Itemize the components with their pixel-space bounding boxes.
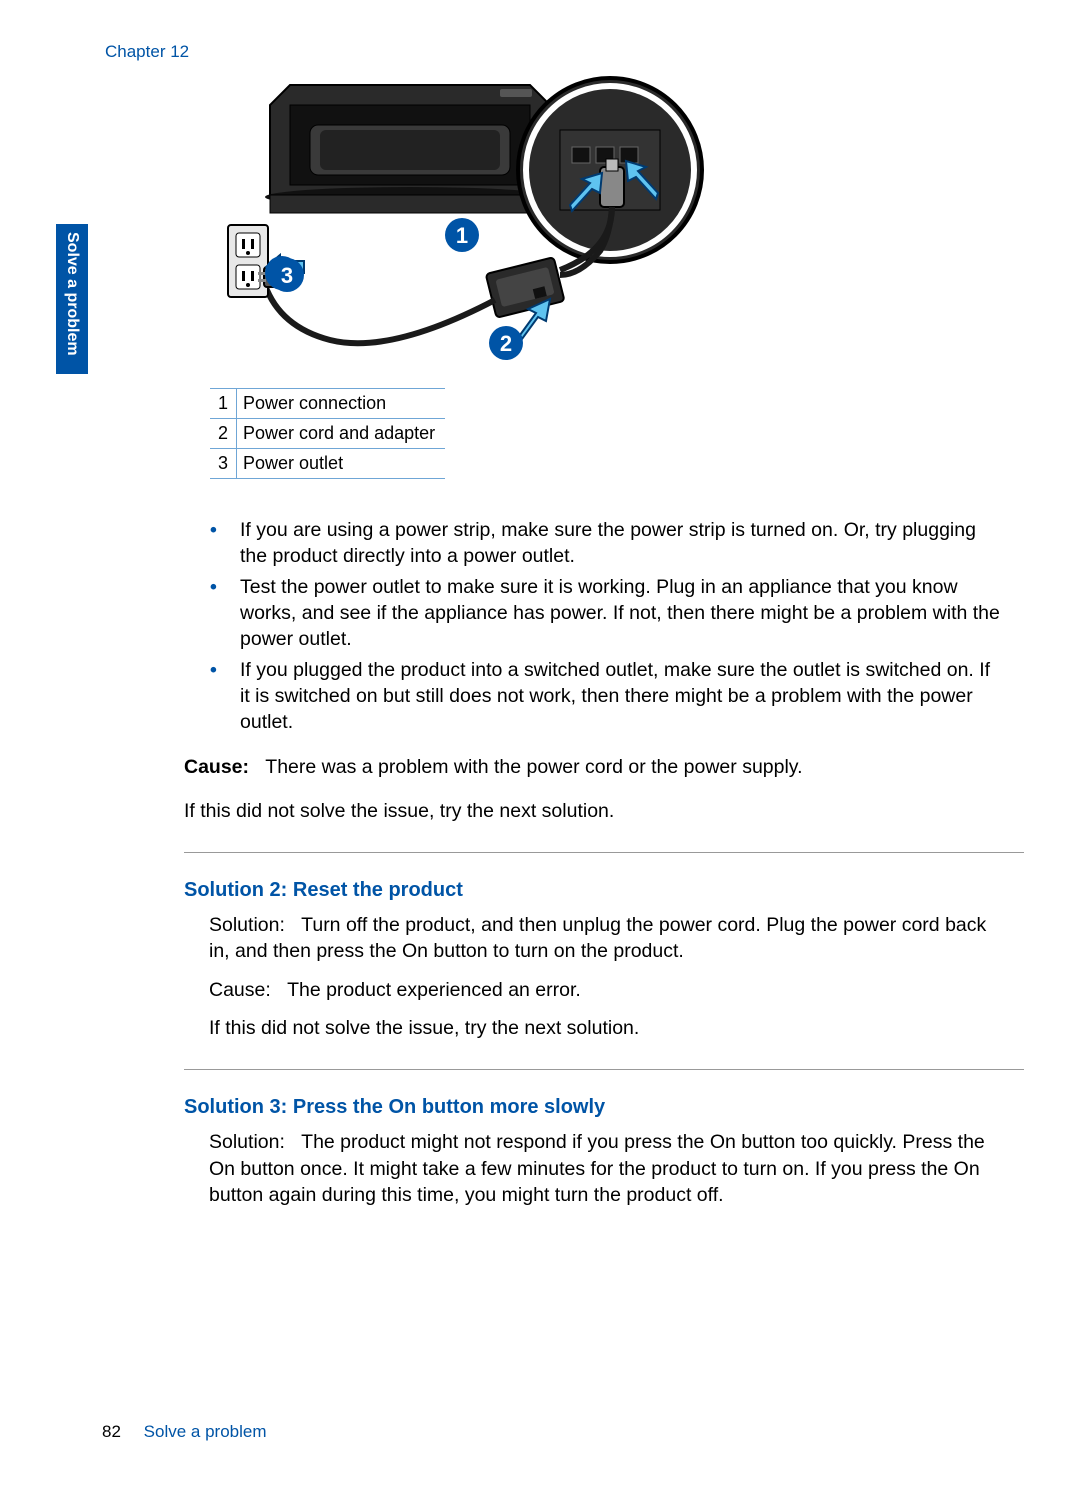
bullet-icon: • bbox=[210, 657, 240, 736]
divider bbox=[184, 852, 1024, 853]
side-tab: Solve a problem bbox=[56, 224, 88, 374]
footer-section: Solve a problem bbox=[144, 1422, 267, 1441]
on-button-ref: On bbox=[209, 1158, 235, 1180]
bullet-icon: • bbox=[210, 574, 240, 653]
callout-1: 1 bbox=[456, 223, 468, 248]
s3-a: The product might not respond if you pre… bbox=[301, 1131, 710, 1153]
page-content: 1 2 bbox=[174, 75, 1034, 1220]
legend-label: Power cord and adapter bbox=[237, 419, 446, 449]
divider bbox=[184, 1069, 1024, 1070]
cause-text: The product experienced an error. bbox=[287, 979, 581, 1001]
diagram-wrap: 1 2 bbox=[210, 75, 1034, 380]
cause-text: There was a problem with the power cord … bbox=[265, 756, 802, 778]
cause-label: Cause: bbox=[184, 756, 249, 778]
callout-2: 2 bbox=[500, 331, 512, 356]
on-button-ref: On bbox=[388, 1096, 416, 1118]
chapter-header: Chapter 12 bbox=[105, 42, 189, 62]
list-item: • Test the power outlet to make sure it … bbox=[210, 574, 1004, 653]
rear-panel-icon bbox=[518, 78, 702, 270]
solution2-heading: Solution 2: Reset the product bbox=[184, 879, 1034, 902]
cause-label: Cause: bbox=[209, 979, 271, 1001]
printer-icon bbox=[265, 85, 555, 213]
legend-num: 1 bbox=[210, 389, 237, 419]
solution2-body: Solution: Turn off the product, and then… bbox=[209, 912, 1034, 1041]
solution3-body: Solution: The product might not respond … bbox=[209, 1129, 1034, 1208]
legend-table: 1 Power connection 2 Power cord and adap… bbox=[210, 388, 445, 479]
list-item: • If you plugged the product into a swit… bbox=[210, 657, 1004, 736]
list-item: • If you are using a power strip, make s… bbox=[210, 517, 1004, 570]
on-button-ref: On bbox=[402, 940, 428, 962]
callout-3: 3 bbox=[281, 263, 293, 288]
solution-label: Solution: bbox=[209, 914, 285, 936]
next-step-text: If this did not solve the issue, try the… bbox=[184, 798, 1034, 824]
bullet-text: Test the power outlet to make sure it is… bbox=[240, 574, 1004, 653]
legend-label: Power outlet bbox=[237, 449, 446, 479]
next-step-text: If this did not solve the issue, try the… bbox=[209, 1015, 1004, 1041]
heading-pre: Solution 3: Press the bbox=[184, 1096, 388, 1118]
table-row: 3 Power outlet bbox=[210, 449, 445, 479]
legend-num: 2 bbox=[210, 419, 237, 449]
solution3-heading: Solution 3: Press the On button more slo… bbox=[184, 1096, 1034, 1119]
legend-num: 3 bbox=[210, 449, 237, 479]
cause-paragraph: Cause: There was a problem with the powe… bbox=[184, 754, 1034, 780]
power-diagram: 1 2 bbox=[210, 75, 730, 375]
s3-d: button again during this time, you might… bbox=[209, 1184, 724, 1206]
on-button-ref: On bbox=[954, 1158, 980, 1180]
bullet-list: • If you are using a power strip, make s… bbox=[210, 517, 1034, 736]
solution2-text-post: button to turn on the product. bbox=[428, 940, 684, 962]
bullet-icon: • bbox=[210, 517, 240, 570]
heading-post: button more slowly bbox=[416, 1096, 605, 1118]
bullet-text: If you are using a power strip, make sur… bbox=[240, 517, 1004, 570]
s3-c: button once. It might take a few minutes… bbox=[235, 1158, 954, 1180]
legend-label: Power connection bbox=[237, 389, 446, 419]
table-row: 2 Power cord and adapter bbox=[210, 419, 445, 449]
solution-label: Solution: bbox=[209, 1131, 285, 1153]
page-footer: 82 Solve a problem bbox=[102, 1422, 267, 1442]
table-row: 1 Power connection bbox=[210, 389, 445, 419]
s3-b: button too quickly. Press the bbox=[736, 1131, 985, 1153]
bullet-text: If you plugged the product into a switch… bbox=[240, 657, 1004, 736]
page-number: 82 bbox=[102, 1422, 121, 1441]
on-button-ref: On bbox=[710, 1131, 736, 1153]
